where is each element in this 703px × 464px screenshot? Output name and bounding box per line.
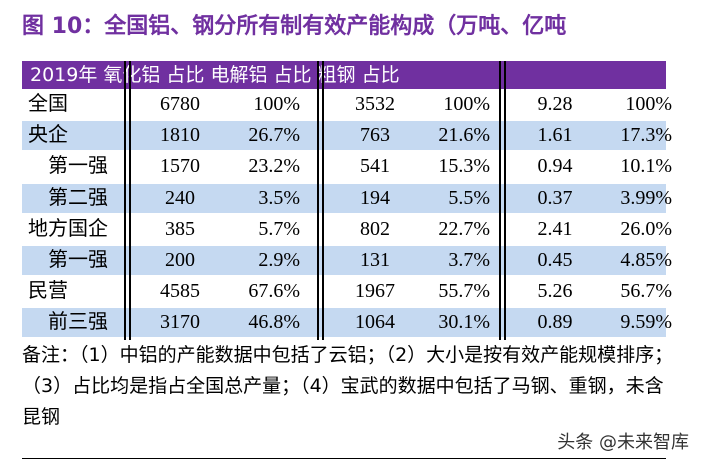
table-cell: 5.5% <box>448 186 490 209</box>
table-cell: 26.7% <box>248 124 300 147</box>
table-cell: 0.89 <box>537 311 573 334</box>
table-cell: 3532 <box>355 93 395 115</box>
table-cell: 15.3% <box>438 155 490 178</box>
table-header: 2019年 氧化铝 占比 电解铝 占比 粗钢 占比 <box>30 64 400 86</box>
table-cell: 46.8% <box>248 311 300 334</box>
table-cell: 385 <box>165 217 195 240</box>
table-cell: 5.26 <box>537 280 573 303</box>
table-cell: 1570 <box>160 155 200 178</box>
table-cell: 17.3% <box>620 124 672 147</box>
table-cell: 6780 <box>160 93 200 115</box>
table-cell: 9.28 <box>537 93 573 115</box>
table-cell: 802 <box>360 217 390 240</box>
table-cell: 3170 <box>160 311 200 334</box>
table-cell: 10.1% <box>620 155 672 178</box>
row-label: 全国 <box>28 93 68 115</box>
table-cell: 1.61 <box>537 124 573 147</box>
table-cell: 4.85% <box>620 249 672 271</box>
table-cell: 1967 <box>355 280 395 303</box>
table-cell: 67.6% <box>248 280 300 303</box>
table-cell: 30.1% <box>438 311 490 334</box>
table-cell: 4585 <box>160 280 200 303</box>
table-cell: 100% <box>443 93 490 115</box>
table-cell: 2.9% <box>258 249 300 271</box>
row-label: 第一强 <box>48 155 108 178</box>
table-cell: 200 <box>165 249 195 271</box>
table-cell: 194 <box>360 186 390 209</box>
table-cell: 240 <box>165 186 195 209</box>
table-cell: 55.7% <box>438 280 490 303</box>
table-cell: 1064 <box>355 311 395 334</box>
table-cell: 131 <box>360 249 390 271</box>
row-label: 第一强 <box>48 249 108 271</box>
table-cell: 22.7% <box>438 217 490 240</box>
row-label: 央企 <box>28 124 68 147</box>
watermark: 头条 @未来智库 <box>557 432 689 453</box>
row-label: 民营 <box>28 280 68 303</box>
table-cell: 1810 <box>160 124 200 147</box>
table-cell: 3.5% <box>258 186 300 209</box>
table-cell: 3.99% <box>620 186 672 209</box>
table-cell: 9.59% <box>620 311 672 334</box>
divider <box>317 61 324 340</box>
table-cell: 100% <box>625 93 672 115</box>
table-cell: 3.7% <box>448 249 490 271</box>
table-cell: 0.94 <box>537 155 573 178</box>
table-cell: 21.6% <box>438 124 490 147</box>
table-cell: 26.0% <box>620 217 672 240</box>
row-label: 前三强 <box>48 311 108 334</box>
note: 备注：（1）中铝的产能数据中包括了云铝；（2）大小是按有效产能规模排序；（3）占… <box>22 344 674 428</box>
divider <box>124 61 131 340</box>
table-cell: 0.45 <box>537 249 573 271</box>
table-cell: 0.37 <box>537 186 573 209</box>
table-cell: 100% <box>253 93 300 115</box>
table-cell: 23.2% <box>248 155 300 178</box>
row-label: 地方国企 <box>28 217 108 240</box>
divider <box>499 61 506 340</box>
table-cell: 56.7% <box>620 280 672 303</box>
table-cell: 763 <box>360 124 390 147</box>
table-cell: 541 <box>360 155 390 178</box>
table-cell: 5.7% <box>258 217 300 240</box>
table-cell: 2.41 <box>537 217 573 240</box>
bottom-rule <box>22 458 666 459</box>
title: 图 10：全国铝、钢分所有制有效产能构成（万吨、亿吨 <box>22 14 567 39</box>
row-label: 第二强 <box>48 186 108 209</box>
